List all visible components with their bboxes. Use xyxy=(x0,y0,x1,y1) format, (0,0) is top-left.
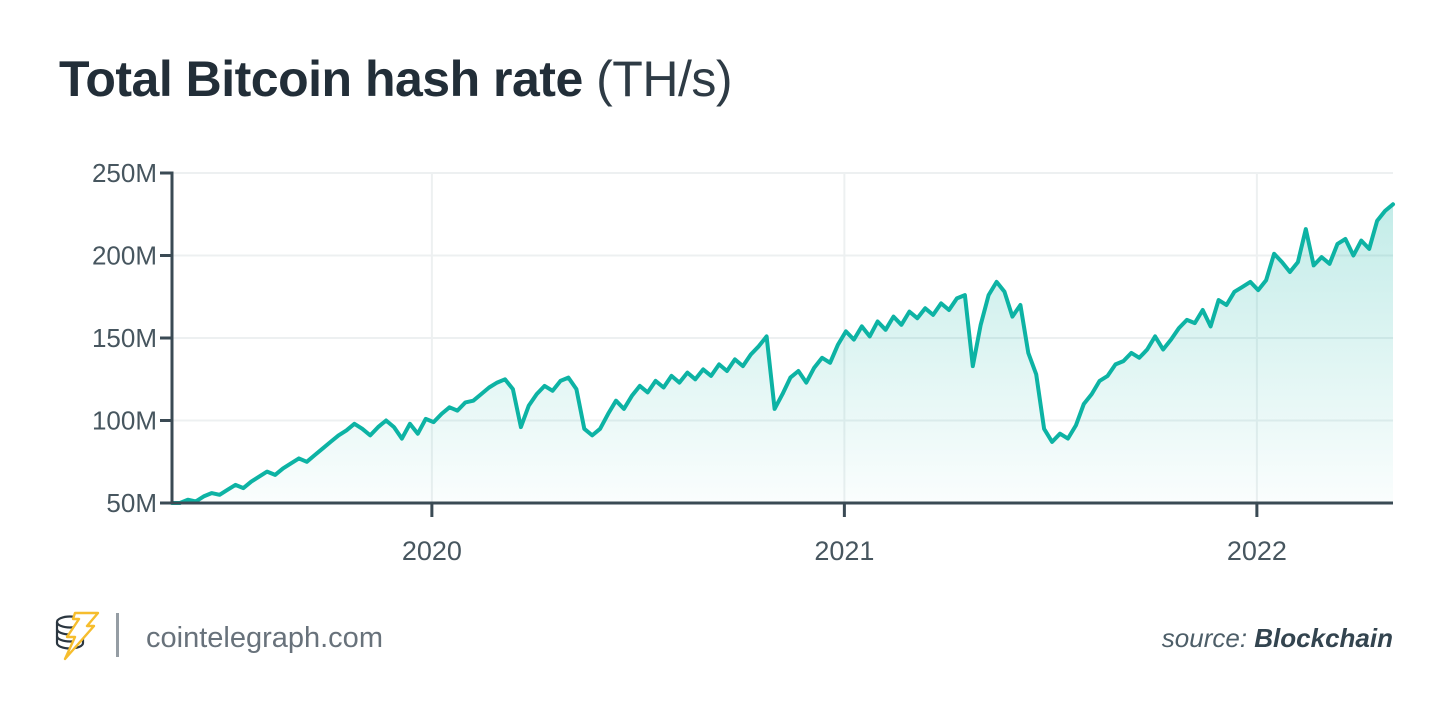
chart-title: Total Bitcoin hash rate (TH/s) xyxy=(59,50,733,108)
lightning-bolt-icon xyxy=(63,611,100,661)
x-tick-label-2021: 2021 xyxy=(814,536,874,566)
y-tick-label-100M: 100M xyxy=(92,406,157,436)
y-tick-label-50M: 50M xyxy=(106,488,157,518)
source-credit: source: Blockchain xyxy=(1162,623,1393,654)
x-tick-label-2022: 2022 xyxy=(1227,536,1287,566)
chart-title-unit: (TH/s) xyxy=(582,51,732,107)
hash-rate-area xyxy=(172,204,1393,504)
source-label: source: xyxy=(1161,623,1255,653)
y-tick-label-200M: 200M xyxy=(92,241,157,271)
cointelegraph-logo xyxy=(55,611,100,661)
y-tick-label-250M: 250M xyxy=(92,158,157,188)
brand-url: cointelegraph.com xyxy=(146,622,383,654)
y-tick-label-150M: 150M xyxy=(92,323,157,353)
chart-title-main: Total Bitcoin hash rate xyxy=(59,51,583,107)
x-tick-label-2020: 2020 xyxy=(402,536,462,566)
source-value: Blockchain xyxy=(1254,623,1393,653)
hash-rate-line xyxy=(170,202,1395,505)
footer-divider xyxy=(116,613,119,657)
